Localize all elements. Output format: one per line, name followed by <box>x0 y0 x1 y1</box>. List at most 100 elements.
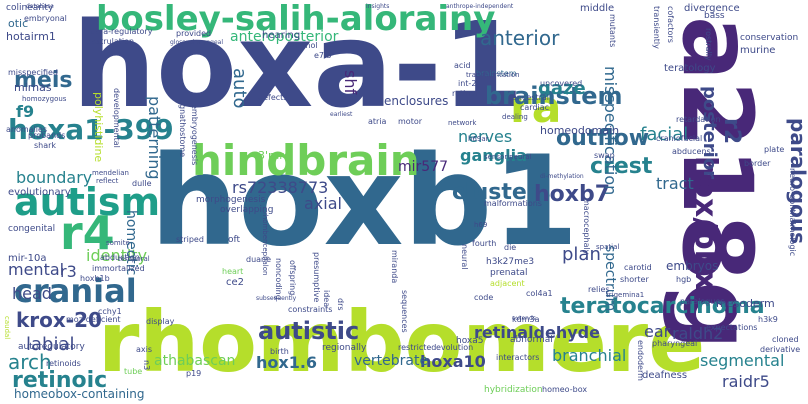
word-restricted: restricted <box>398 343 437 352</box>
word-retinoic: retinoic <box>12 368 108 393</box>
word-embryos: embryos <box>666 259 719 273</box>
word-evolutionary: evolutionary <box>8 187 71 198</box>
word-transiently: transiently <box>652 6 661 49</box>
word-teratology: teratology <box>664 63 716 74</box>
word-r2: r2 <box>719 118 744 145</box>
word-evolution: evolution <box>436 343 474 352</box>
word-motor: motor <box>398 117 423 126</box>
word-retinol: retinol <box>292 41 318 50</box>
word-probands: probands <box>28 131 66 140</box>
word-relies: relies <box>588 285 610 294</box>
word-derivative: derivative <box>760 345 801 354</box>
word-morphogenesis: morphogenesis <box>196 195 266 205</box>
word-mesoderm: mesoderm <box>716 297 775 310</box>
word-anthrope-independent: anthrope-independent <box>446 3 514 10</box>
word-homeobox-containing: homeobox-containing <box>14 387 145 401</box>
word-hotairm1: hotairm1 <box>6 30 56 43</box>
word-craniofacial: craniofacial <box>656 134 703 143</box>
word-embryonal: embryonal <box>24 14 67 23</box>
word-anterior: anterior <box>480 26 560 50</box>
word-oft: oft <box>228 235 241 245</box>
word-noncoding: noncoding <box>274 258 283 300</box>
word-krox-20: krox-20 <box>16 308 102 332</box>
word-h3k27me3: h3k27me3 <box>486 257 535 267</box>
word-border: border <box>744 159 771 168</box>
word-hoxa-1: hoxa-1 <box>72 0 524 134</box>
word-congenital: congenital <box>8 224 56 234</box>
word-endoderm: endoderm <box>636 340 645 381</box>
word-autistic: autistic <box>258 317 360 345</box>
word-malformations: malformations <box>484 199 542 208</box>
word-fourth: fourth <box>472 239 497 248</box>
word-branchial: branchial <box>552 346 627 365</box>
word-pharyngeal: pharyngeal <box>652 339 698 348</box>
word-identity: identity <box>86 246 148 265</box>
word-divergence: divergence <box>684 3 740 14</box>
word-birth: birth <box>270 347 289 356</box>
word-p19: p19 <box>186 369 202 378</box>
word-raldh2: raldh2 <box>672 324 724 343</box>
word-rhombencephalon: rhombencephalon <box>261 212 269 276</box>
word-di-methylation: di-methylation <box>540 173 584 180</box>
word-subsequently: subsequently <box>256 295 297 302</box>
word-provided: provided <box>176 29 212 38</box>
word-gastrulation: gastrulation <box>86 37 135 46</box>
word-meis: meis <box>14 68 73 93</box>
word-adjacent: adjacent <box>490 279 525 288</box>
word-glossopharyngeal: glossopharyngeal <box>170 39 224 46</box>
word-plate: plate <box>764 145 785 154</box>
word-dealing: dealing <box>502 113 528 121</box>
word-n3: n3 <box>142 360 151 371</box>
word-dulle: dulle <box>132 179 152 188</box>
word-rhombomere: rhombomere <box>98 293 706 391</box>
word-reflect: reflect <box>96 177 119 185</box>
word-r4: r4 <box>60 206 115 260</box>
word-patterning: patterning <box>145 96 164 180</box>
word-expectations: expectations <box>706 323 758 332</box>
word-interactors: interactors <box>496 353 540 362</box>
word-drs: drs <box>336 298 345 311</box>
word-clusters: clusters <box>452 180 551 205</box>
word-plan: plan <box>562 244 601 265</box>
word-duane: duane <box>246 255 272 264</box>
word-autism: autism <box>14 180 161 224</box>
word-middle: middle <box>580 3 615 14</box>
word-athabascan: athabascan <box>154 353 236 369</box>
word-facial: facial <box>640 124 689 145</box>
word-retinaldehyde: retinaldehyde <box>474 323 600 342</box>
word-segmental: segmental <box>700 351 785 370</box>
word-abducens: abducens <box>672 147 711 156</box>
word-brainstem: brainstem <box>485 82 623 110</box>
word-offspring: offspring <box>288 260 297 296</box>
word-ganglia: ganglia <box>460 146 527 165</box>
word-homozygous: homozygous <box>22 95 67 103</box>
word-overlapping: overlapping <box>220 205 274 215</box>
word-mendelian: mendelian <box>92 169 129 177</box>
word-nerves: nerves <box>458 127 513 146</box>
word-neuro-ophthalmologic: neuro-ophthalmologic <box>788 168 797 257</box>
word-temporal: temporal <box>118 255 150 263</box>
word-carotid: carotid <box>624 263 652 272</box>
word-prenatal: prenatal <box>490 268 528 278</box>
word-head: head <box>12 284 52 303</box>
word-network: network <box>448 119 477 127</box>
word-atria: atria <box>368 117 387 126</box>
word-retinoids: retinoids <box>46 359 81 368</box>
word-hoxb7: hoxb7 <box>534 182 611 207</box>
word-hoxa1-399: hoxa1-399 <box>8 113 174 146</box>
word-cranial: cranial <box>14 272 137 310</box>
word-rs72338773: rs72338773 <box>232 178 329 197</box>
word-bosley-salih-alorainy: bosley-salih-alorainy <box>96 0 496 39</box>
word-retardation: retardation <box>676 115 721 124</box>
word-sequences: sequences <box>400 290 409 333</box>
word-mutants: mutants <box>608 14 617 48</box>
word-hoxa10: hoxa10 <box>420 352 486 371</box>
word-crest: crest <box>590 154 653 179</box>
word-regionally: regionally <box>322 343 367 353</box>
word-homeodomain: homeodomain <box>540 124 620 137</box>
word-insights: insights <box>366 3 390 10</box>
word-anteroposterior: anteroposterior <box>230 29 339 45</box>
word-rostrally: rostrally <box>704 28 713 61</box>
word-developmental: developmental <box>112 88 121 148</box>
